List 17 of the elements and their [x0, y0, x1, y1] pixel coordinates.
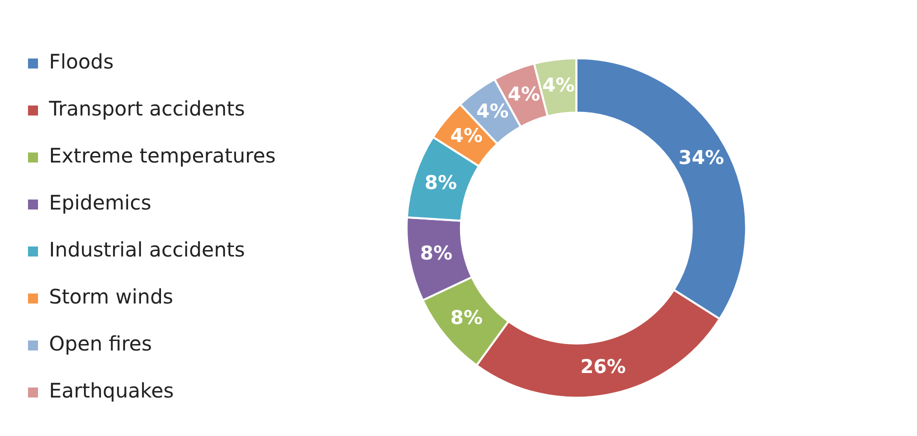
- legend-label: Earthquakes: [49, 378, 174, 403]
- legend-label: Transport accidents: [48, 96, 245, 121]
- data-label: 8%: [424, 172, 457, 194]
- legend-label: Open fires: [49, 332, 152, 356]
- legend-label: Extreme temperatures: [49, 144, 276, 168]
- data-label: 34%: [678, 147, 724, 170]
- data-label: 4%: [450, 125, 483, 148]
- data-label: 4%: [508, 83, 540, 106]
- data-label: 8%: [420, 242, 452, 265]
- legend-label: Industrial accidents: [49, 238, 245, 262]
- data-label: 26%: [580, 356, 626, 378]
- legend-label: Epidemics: [49, 190, 152, 215]
- legend-label: Storm winds: [49, 284, 174, 309]
- legend-label: Floods: [49, 50, 114, 74]
- data-label: 4%: [476, 100, 509, 123]
- data-label: 4%: [542, 74, 575, 96]
- data-label: 8%: [450, 306, 483, 329]
